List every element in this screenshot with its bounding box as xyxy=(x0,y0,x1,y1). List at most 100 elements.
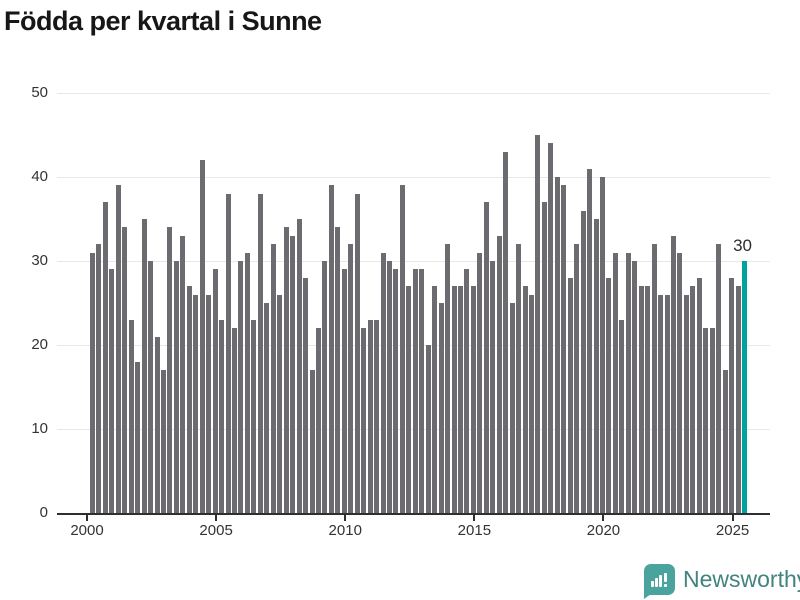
bar xyxy=(406,286,412,513)
bar xyxy=(386,261,392,513)
x-tick-2020 xyxy=(602,515,605,521)
bar xyxy=(729,277,735,513)
bar xyxy=(238,261,244,513)
bar xyxy=(199,160,205,513)
bar xyxy=(96,244,102,513)
bar xyxy=(587,168,593,513)
bar xyxy=(554,177,560,513)
newsworthy-logo-text: Newsworthy xyxy=(683,566,800,592)
bar xyxy=(516,244,522,513)
bar xyxy=(535,135,541,513)
bar xyxy=(464,269,470,513)
bar xyxy=(148,261,154,513)
bar xyxy=(574,244,580,513)
bar xyxy=(315,328,321,513)
y-tick-label: 40 xyxy=(31,168,48,185)
bar xyxy=(541,202,547,513)
bar xyxy=(244,252,250,513)
bar xyxy=(348,244,354,513)
bar xyxy=(703,328,709,513)
bar xyxy=(451,286,457,513)
bar xyxy=(593,219,599,513)
bar xyxy=(470,286,476,513)
bar xyxy=(716,244,722,513)
bar xyxy=(457,286,463,513)
bar xyxy=(322,261,328,513)
bar xyxy=(328,185,334,513)
bar xyxy=(161,370,167,513)
y-tick-label: 10 xyxy=(31,420,48,437)
x-tick-label: 2005 xyxy=(199,522,233,539)
bar xyxy=(212,269,218,513)
bar xyxy=(683,294,689,513)
bar xyxy=(206,294,212,513)
bar xyxy=(548,143,554,513)
bar xyxy=(496,235,502,513)
bar xyxy=(264,303,270,513)
x-tick-label: 2020 xyxy=(586,522,621,539)
x-tick-label: 2015 xyxy=(457,522,492,539)
bar xyxy=(219,319,225,513)
bar xyxy=(696,277,702,513)
x-tick-2000 xyxy=(86,515,88,521)
bar xyxy=(109,269,115,513)
bar xyxy=(709,328,715,513)
bar xyxy=(612,252,618,513)
highlighted-bar xyxy=(742,261,748,513)
y-tick-label: 0 xyxy=(39,504,48,521)
bar xyxy=(600,177,606,513)
x-tick-label: 2000 xyxy=(70,522,104,539)
bar xyxy=(638,286,644,513)
bar xyxy=(154,336,160,513)
bar xyxy=(335,227,341,513)
bar xyxy=(380,252,386,513)
logo-mini-bar xyxy=(659,575,662,587)
bar xyxy=(509,303,515,513)
gridline-y-50 xyxy=(57,92,770,94)
bar xyxy=(167,227,173,513)
x-tick-2010 xyxy=(344,515,347,521)
bar xyxy=(225,193,231,513)
y-tick-label: 20 xyxy=(31,336,48,353)
bar xyxy=(503,151,509,513)
highlight-value-label: 30 xyxy=(733,236,752,255)
bar xyxy=(477,252,483,513)
bar xyxy=(619,319,625,513)
bar xyxy=(561,185,567,513)
logo-mini-bar xyxy=(651,581,654,587)
bar xyxy=(419,269,425,513)
bar xyxy=(115,185,121,513)
bar xyxy=(374,319,380,513)
bar xyxy=(128,319,134,513)
bar xyxy=(645,286,651,513)
bar xyxy=(135,361,141,513)
y-tick-label: 30 xyxy=(31,252,48,269)
bar xyxy=(580,210,586,513)
bar xyxy=(432,286,438,513)
x-axis-line xyxy=(57,513,770,515)
bar xyxy=(141,219,147,513)
bar xyxy=(445,244,451,513)
newsworthy-logo: Newsworthy xyxy=(644,564,800,599)
bar xyxy=(567,277,573,513)
x-tick-2015 xyxy=(473,515,476,521)
bar xyxy=(393,269,399,513)
bar xyxy=(361,328,367,513)
newsworthy-bubble-chart-icon xyxy=(644,564,675,599)
bar xyxy=(283,227,289,513)
bar xyxy=(354,193,360,513)
bar xyxy=(412,269,418,513)
logo-exclamation-icon xyxy=(664,584,667,587)
bar xyxy=(251,319,257,513)
bar xyxy=(232,328,238,513)
bar xyxy=(296,219,302,513)
bar xyxy=(522,286,528,513)
bar xyxy=(490,261,496,513)
page-title: Födda per kvartal i Sunne xyxy=(4,6,322,36)
bar xyxy=(277,294,283,513)
bar xyxy=(651,244,657,513)
x-tick-2025 xyxy=(731,515,734,521)
bar xyxy=(367,319,373,513)
bar xyxy=(90,252,95,513)
